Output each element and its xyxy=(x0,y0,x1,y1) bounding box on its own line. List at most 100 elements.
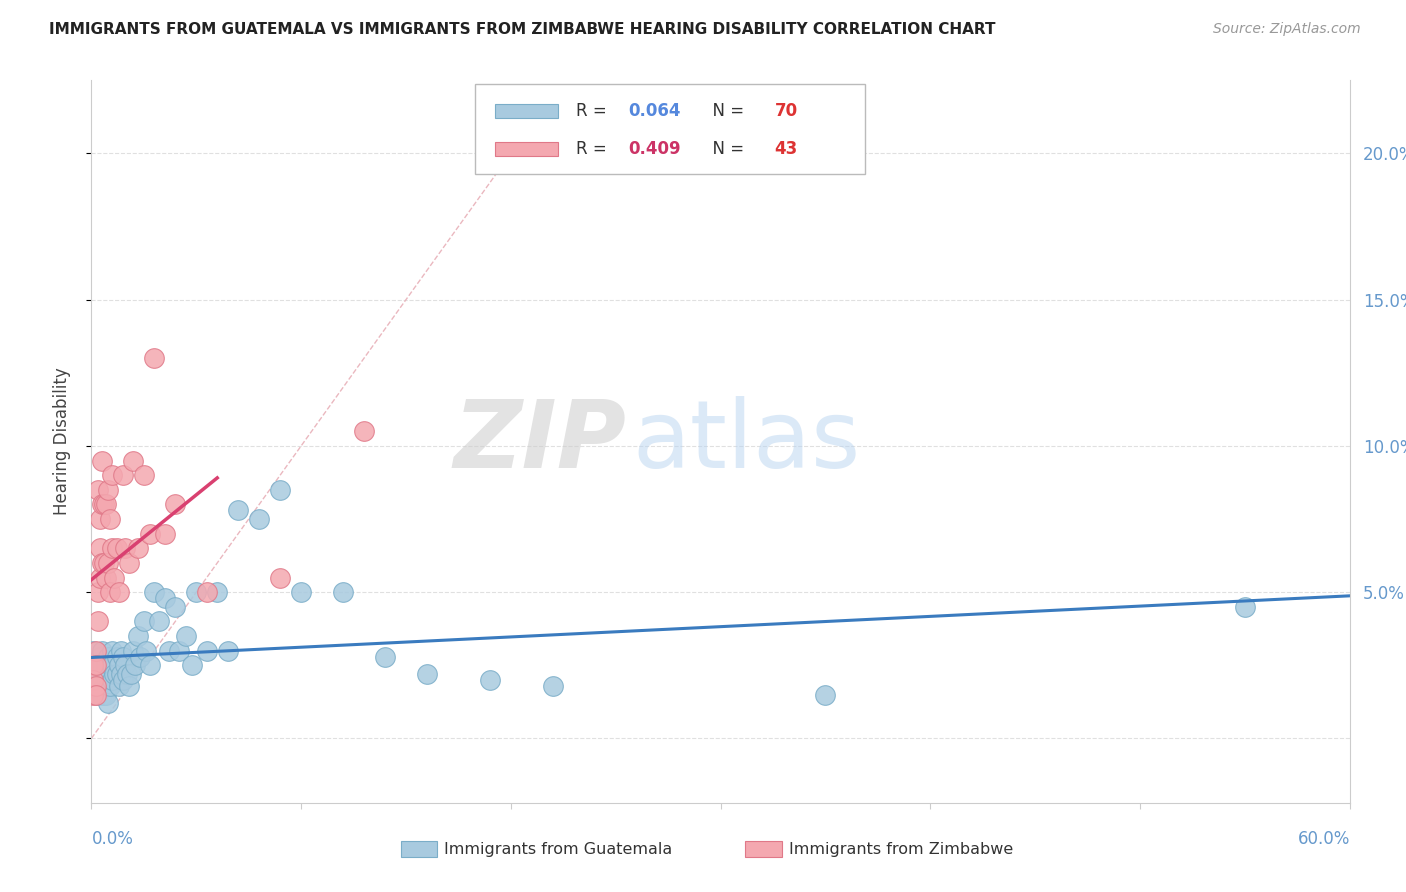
Text: 60.0%: 60.0% xyxy=(1298,830,1350,848)
Point xyxy=(143,351,166,366)
Point xyxy=(84,643,107,657)
Point xyxy=(94,498,117,512)
Point xyxy=(90,688,112,702)
Point xyxy=(97,649,120,664)
Point xyxy=(82,658,104,673)
Point xyxy=(269,483,291,497)
Point xyxy=(89,570,111,584)
Point xyxy=(107,679,129,693)
Point xyxy=(195,643,218,657)
Point xyxy=(93,688,115,702)
Point xyxy=(148,615,170,629)
Point xyxy=(94,673,117,687)
Point xyxy=(98,658,121,673)
Point xyxy=(105,649,128,664)
Point xyxy=(86,667,108,681)
Point xyxy=(139,526,162,541)
Point xyxy=(90,498,112,512)
Point xyxy=(110,643,132,657)
Point xyxy=(90,453,112,467)
Point xyxy=(111,673,134,687)
Point xyxy=(103,667,125,681)
Point xyxy=(332,585,354,599)
Point xyxy=(98,585,121,599)
Text: 0.409: 0.409 xyxy=(628,140,682,158)
Point xyxy=(217,643,239,657)
FancyBboxPatch shape xyxy=(495,103,558,119)
Point xyxy=(416,667,439,681)
Point xyxy=(86,615,108,629)
Point xyxy=(93,667,115,681)
Point xyxy=(94,570,117,584)
Point xyxy=(153,591,176,605)
Point xyxy=(132,468,155,483)
Point xyxy=(84,673,107,687)
Point xyxy=(174,629,197,643)
Point xyxy=(84,658,107,673)
Point xyxy=(181,658,204,673)
Point xyxy=(105,667,128,681)
Text: IMMIGRANTS FROM GUATEMALA VS IMMIGRANTS FROM ZIMBABWE HEARING DISABILITY CORRELA: IMMIGRANTS FROM GUATEMALA VS IMMIGRANTS … xyxy=(49,22,995,37)
Text: Immigrants from Zimbabwe: Immigrants from Zimbabwe xyxy=(789,842,1012,856)
Point xyxy=(103,570,125,584)
Point xyxy=(169,643,191,657)
Text: 43: 43 xyxy=(775,140,799,158)
Y-axis label: Hearing Disability: Hearing Disability xyxy=(52,368,70,516)
Point xyxy=(118,679,141,693)
Text: Immigrants from Guatemala: Immigrants from Guatemala xyxy=(444,842,672,856)
Point xyxy=(541,679,564,693)
Text: ZIP: ZIP xyxy=(453,395,626,488)
Point xyxy=(97,679,120,693)
Text: N =: N = xyxy=(702,140,749,158)
Point xyxy=(114,541,136,556)
Point xyxy=(86,585,108,599)
Point xyxy=(118,556,141,570)
Point xyxy=(82,643,104,657)
Point xyxy=(86,679,108,693)
Point xyxy=(114,658,136,673)
Point xyxy=(374,649,396,664)
Point xyxy=(97,667,120,681)
Point xyxy=(98,679,121,693)
Text: N =: N = xyxy=(702,102,749,120)
Point xyxy=(128,649,150,664)
Point xyxy=(290,585,312,599)
Text: atlas: atlas xyxy=(633,395,860,488)
Point xyxy=(101,673,124,687)
Point xyxy=(101,643,124,657)
Point xyxy=(353,425,375,439)
Point xyxy=(98,512,121,526)
Point xyxy=(269,570,291,584)
Point xyxy=(124,658,146,673)
Point xyxy=(84,679,107,693)
Point xyxy=(127,541,149,556)
Point xyxy=(84,658,107,673)
Point xyxy=(195,585,218,599)
Point xyxy=(101,658,124,673)
Point xyxy=(132,615,155,629)
Point xyxy=(90,658,112,673)
FancyBboxPatch shape xyxy=(495,142,558,156)
Text: 0.064: 0.064 xyxy=(628,102,682,120)
Point xyxy=(110,667,132,681)
Point xyxy=(93,679,115,693)
Point xyxy=(1233,599,1256,614)
Point xyxy=(89,541,111,556)
Point xyxy=(127,629,149,643)
Point xyxy=(97,556,120,570)
FancyBboxPatch shape xyxy=(475,84,865,174)
Point xyxy=(101,541,124,556)
Point xyxy=(94,658,117,673)
Point xyxy=(115,667,138,681)
Point xyxy=(101,468,124,483)
Point xyxy=(153,526,176,541)
Text: R =: R = xyxy=(576,102,612,120)
Point xyxy=(157,643,180,657)
Point xyxy=(82,688,104,702)
Point xyxy=(139,658,162,673)
Point xyxy=(111,649,134,664)
Point xyxy=(135,643,157,657)
Text: Source: ZipAtlas.com: Source: ZipAtlas.com xyxy=(1213,22,1361,37)
Point xyxy=(97,697,120,711)
Point xyxy=(89,649,111,664)
